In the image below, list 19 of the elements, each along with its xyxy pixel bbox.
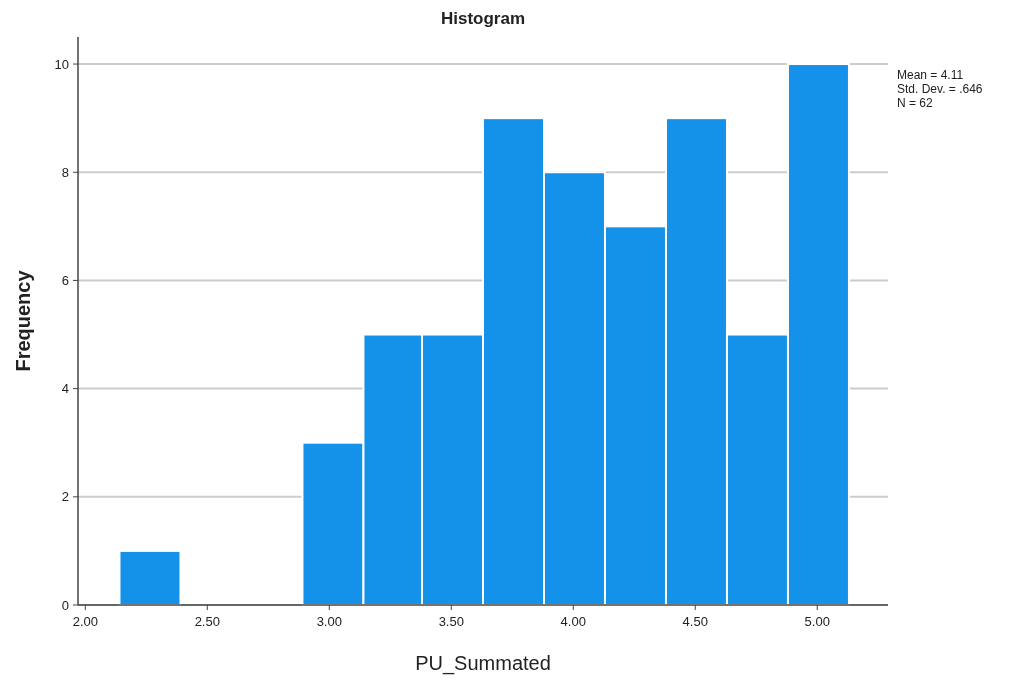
- text: N = 62: [897, 96, 934, 110]
- y-tick-label: 8: [61, 164, 69, 180]
- y-tick-label: 4: [61, 381, 69, 397]
- x-tick-label: 5.00: [804, 614, 830, 629]
- chart-title: Histogram: [440, 9, 526, 28]
- text: Mean = 4.11: [897, 68, 964, 82]
- x-tick-label: 3.50: [438, 614, 464, 629]
- x-tick-label: 2.00: [72, 614, 98, 629]
- text: Std. Dev. = .646: [897, 82, 983, 96]
- y-tick-label: 2: [61, 489, 69, 505]
- y-tick-label: 0: [61, 597, 69, 613]
- x-tick-label: 2.50: [194, 614, 220, 629]
- x-tick-label: 4.50: [682, 614, 708, 629]
- x-axis-title: PU_Summated: [415, 652, 551, 675]
- y-axis-title: Frequency: [12, 269, 34, 372]
- y-tick-label: 6: [61, 272, 69, 288]
- x-tick-label: 3.00: [316, 614, 342, 629]
- y-tick-label: 10: [54, 56, 69, 72]
- x-tick-label: 4.00: [560, 614, 586, 629]
